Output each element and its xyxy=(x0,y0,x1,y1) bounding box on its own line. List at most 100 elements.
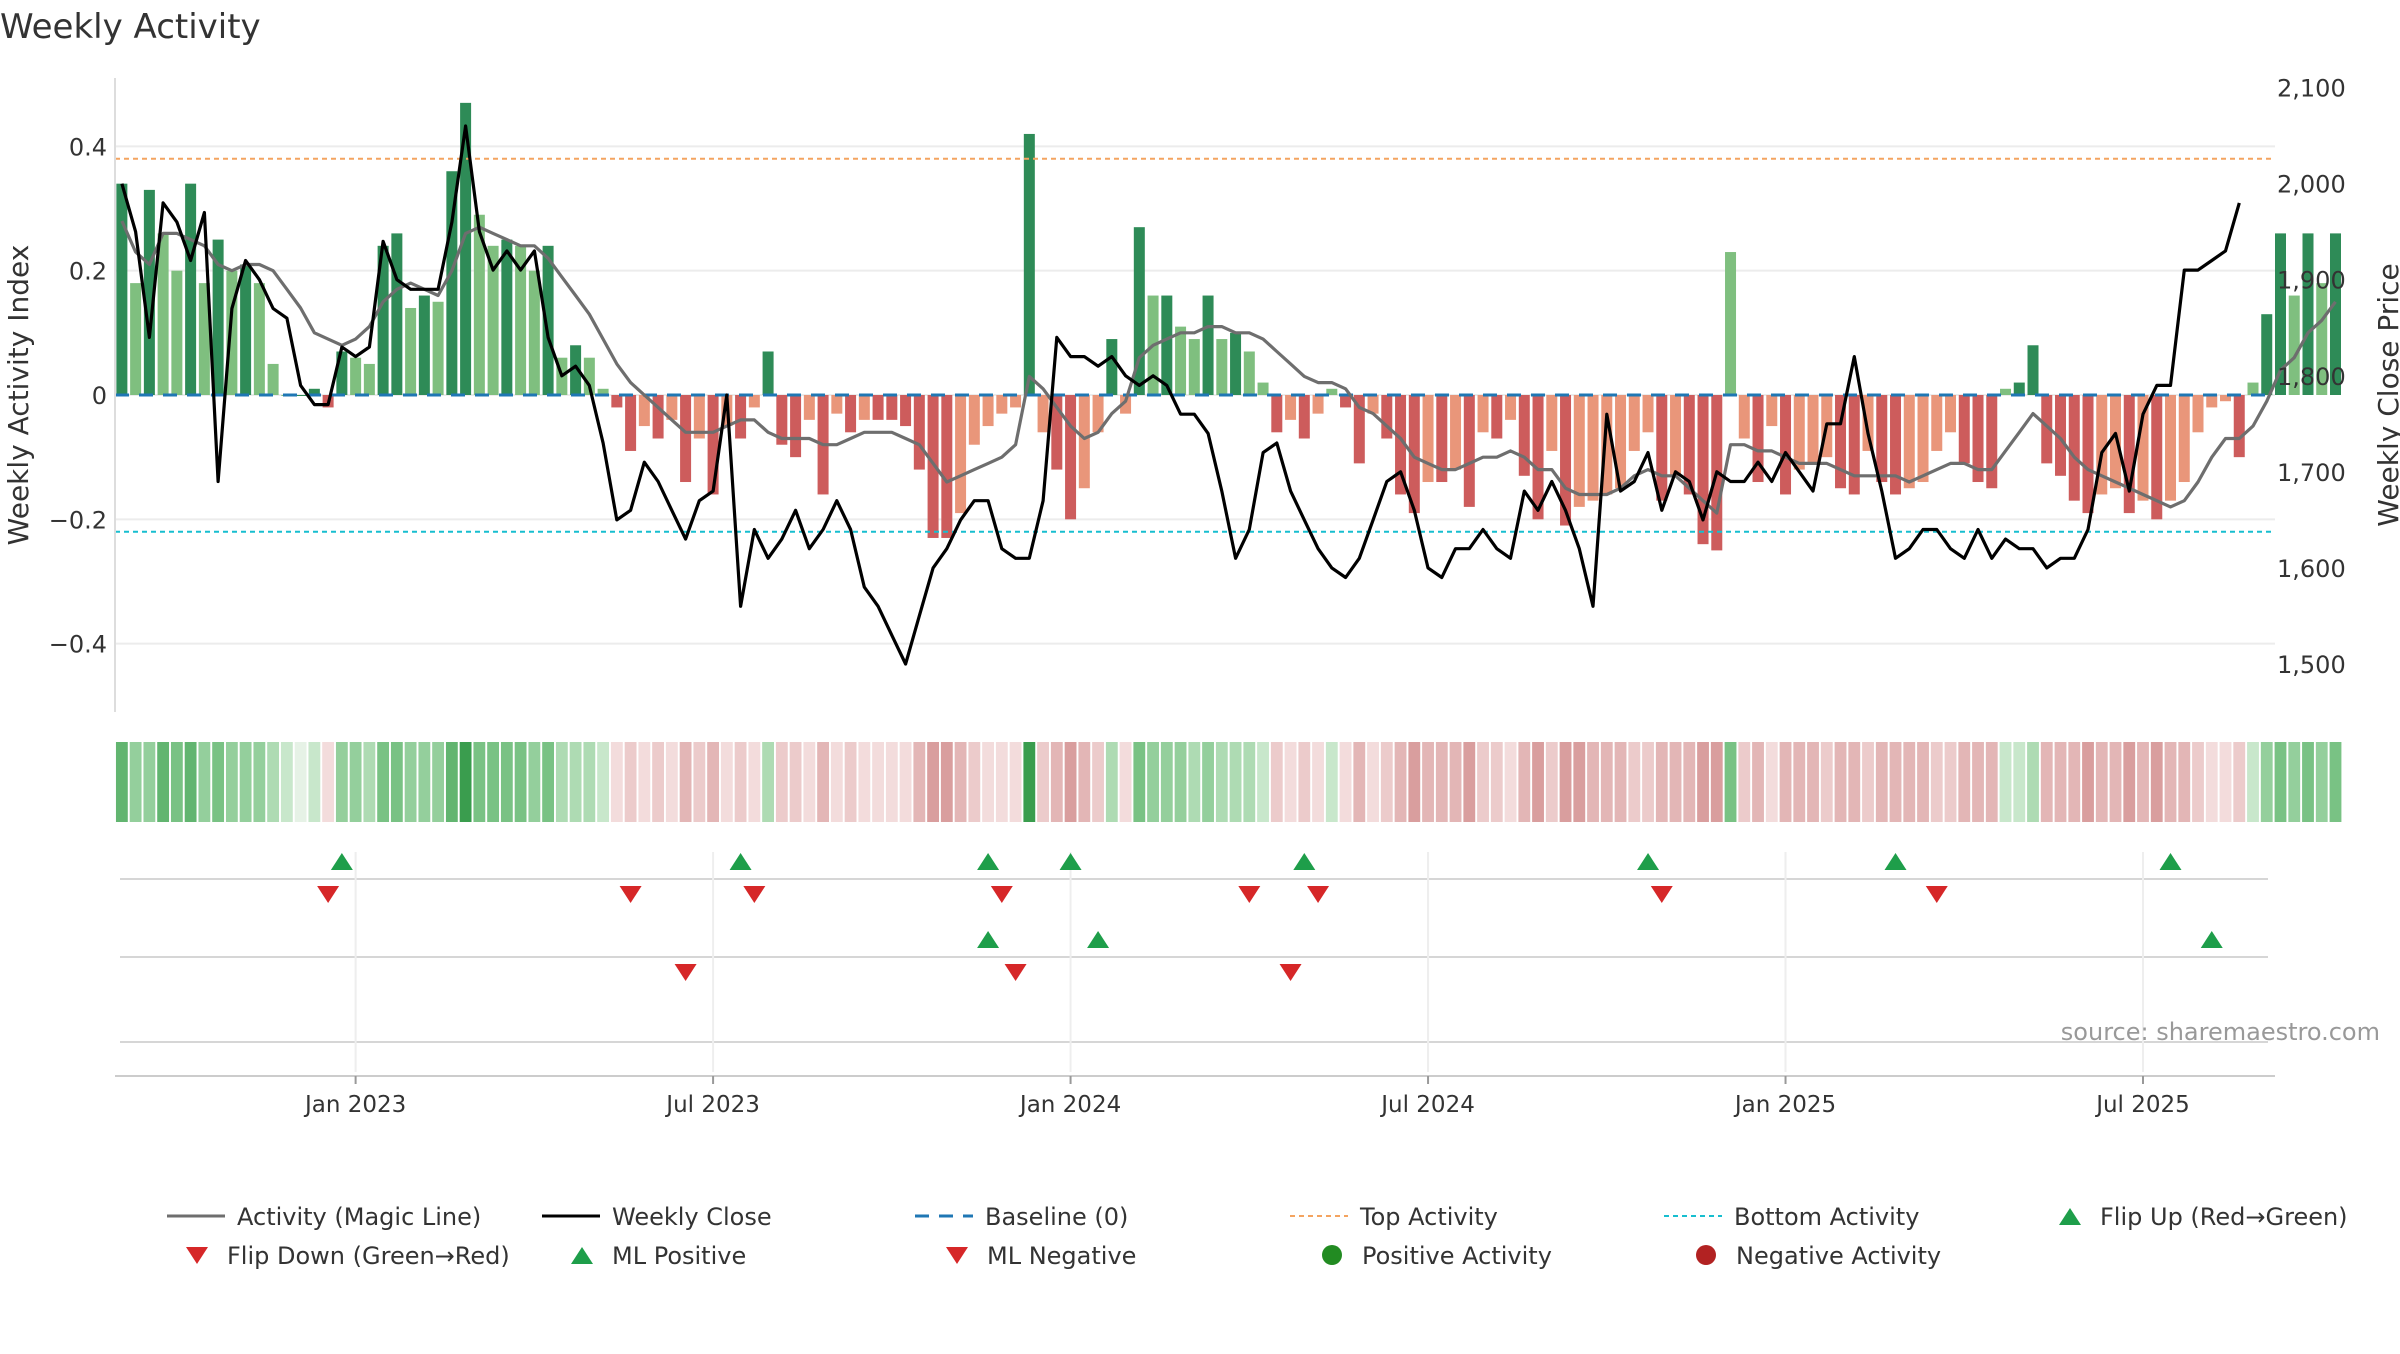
activity-bar xyxy=(1615,395,1627,489)
activity-bar xyxy=(611,395,623,408)
flip-down-marker xyxy=(990,886,1013,903)
activity-bar xyxy=(1395,395,1407,495)
heat-cell xyxy=(2233,742,2246,822)
flip-up-marker xyxy=(2159,853,2182,870)
heat-cell xyxy=(1064,742,1077,822)
heat-cell xyxy=(2260,742,2273,822)
activity-bar xyxy=(2041,395,2053,464)
activity-bar xyxy=(1381,395,1393,439)
heat-cell xyxy=(1160,742,1173,822)
legend-label: Top Activity xyxy=(1359,1203,1498,1231)
legend-label: Flip Down (Green→Red) xyxy=(227,1242,510,1270)
heat-cell xyxy=(858,742,871,822)
activity-bar xyxy=(1230,332,1242,395)
heat-cell xyxy=(693,742,706,822)
heat-cell xyxy=(2247,742,2259,822)
heat-cell xyxy=(1449,742,1462,822)
activity-bar xyxy=(2055,395,2067,476)
heat-cell xyxy=(542,742,555,822)
heat-cell xyxy=(404,742,417,822)
flip-down-marker xyxy=(1238,886,1261,903)
heat-cell xyxy=(1738,742,1751,822)
activity-bar xyxy=(1106,339,1118,395)
heat-cell xyxy=(1490,742,1503,822)
activity-bar xyxy=(735,395,747,439)
heat-cell xyxy=(2095,742,2108,822)
activity-bar xyxy=(308,388,320,395)
legend-label: Weekly Close xyxy=(612,1203,772,1231)
activity-bar xyxy=(597,388,609,395)
activity-bar xyxy=(2082,395,2094,514)
legend-item-close: Weekly Close xyxy=(542,1203,772,1231)
heat-cell xyxy=(1559,742,1572,822)
ml-positive-marker xyxy=(1087,931,1110,948)
heat-cell xyxy=(349,742,362,822)
ml-negative-marker xyxy=(1004,964,1027,981)
activity-bar xyxy=(2329,233,2341,395)
activity-bar xyxy=(1037,395,1049,433)
activity-bar xyxy=(845,395,857,433)
x-tick-label: Jul 2025 xyxy=(2094,1092,2190,1118)
y-tick-label: 0.4 xyxy=(69,133,107,161)
heat-cell xyxy=(2302,742,2314,822)
activity-bar xyxy=(762,351,774,395)
activity-bar xyxy=(1477,395,1489,433)
activity-bar xyxy=(1285,395,1297,420)
heat-cell xyxy=(1298,742,1311,822)
heat-cell xyxy=(2288,742,2301,822)
flip-up-marker xyxy=(1637,853,1660,870)
activity-bar xyxy=(1780,395,1792,495)
heat-cell xyxy=(308,742,321,822)
flip-up-marker xyxy=(1884,853,1907,870)
signal-panels xyxy=(120,852,2268,1077)
activity-bar xyxy=(858,395,870,420)
heat-cell xyxy=(2013,742,2026,822)
heat-cell xyxy=(638,742,651,822)
activity-bar xyxy=(1876,395,1888,483)
legend-swatch xyxy=(1696,1245,1716,1265)
heat-cell xyxy=(473,742,486,822)
heat-cell xyxy=(555,742,568,822)
legend-item-baseline: Baseline (0) xyxy=(915,1203,1128,1231)
y2-tick-label: 1,900 xyxy=(2277,267,2346,295)
activity-bar xyxy=(1340,395,1352,408)
activity-bar xyxy=(872,395,884,420)
activity-bar xyxy=(652,395,664,439)
heat-cell xyxy=(184,742,197,822)
heat-cell xyxy=(1257,742,1269,822)
heat-cell xyxy=(679,742,692,822)
heat-cell xyxy=(1765,742,1778,822)
heat-cell xyxy=(2027,742,2039,822)
heat-cell xyxy=(129,742,142,822)
activity-bar xyxy=(2316,283,2328,395)
heat-cell xyxy=(1930,742,1943,822)
activity-bar xyxy=(625,395,637,451)
activity-bar xyxy=(666,395,678,420)
heat-cell xyxy=(1642,742,1654,822)
y2-tick-label: 1,500 xyxy=(2277,651,2346,679)
activity-bar xyxy=(377,245,389,395)
activity-bar xyxy=(1560,395,1572,526)
legend-item-neg_act: Negative Activity xyxy=(1696,1242,1941,1270)
heat-cell xyxy=(803,742,816,822)
activity-bar xyxy=(1092,395,1104,433)
heat-cell xyxy=(1779,742,1792,822)
activity-bar xyxy=(1491,395,1503,439)
x-tick-label: Jan 2024 xyxy=(1018,1092,1121,1118)
chart-title: Weekly Activity xyxy=(0,7,261,47)
activity-bar xyxy=(528,270,540,395)
activity-bar xyxy=(1078,395,1090,489)
legend-label: Activity (Magic Line) xyxy=(237,1203,481,1231)
heat-cell xyxy=(1614,742,1627,822)
axes: 0.4 0.2 0 −0.2 −0.4 2,100 2,000 1,900 1,800 1,700… xyxy=(49,75,2346,712)
heat-cell xyxy=(1422,742,1434,822)
heat-cell xyxy=(1435,742,1448,822)
activity-bar xyxy=(1793,395,1805,470)
heat-cell xyxy=(1270,742,1283,822)
activity-bar xyxy=(1367,395,1379,414)
activity-bar xyxy=(2110,395,2122,489)
activity-bar xyxy=(831,395,843,414)
x-tick-label: Jan 2025 xyxy=(1733,1092,1836,1118)
heat-cell xyxy=(899,742,912,822)
activity-bar xyxy=(2178,395,2190,483)
